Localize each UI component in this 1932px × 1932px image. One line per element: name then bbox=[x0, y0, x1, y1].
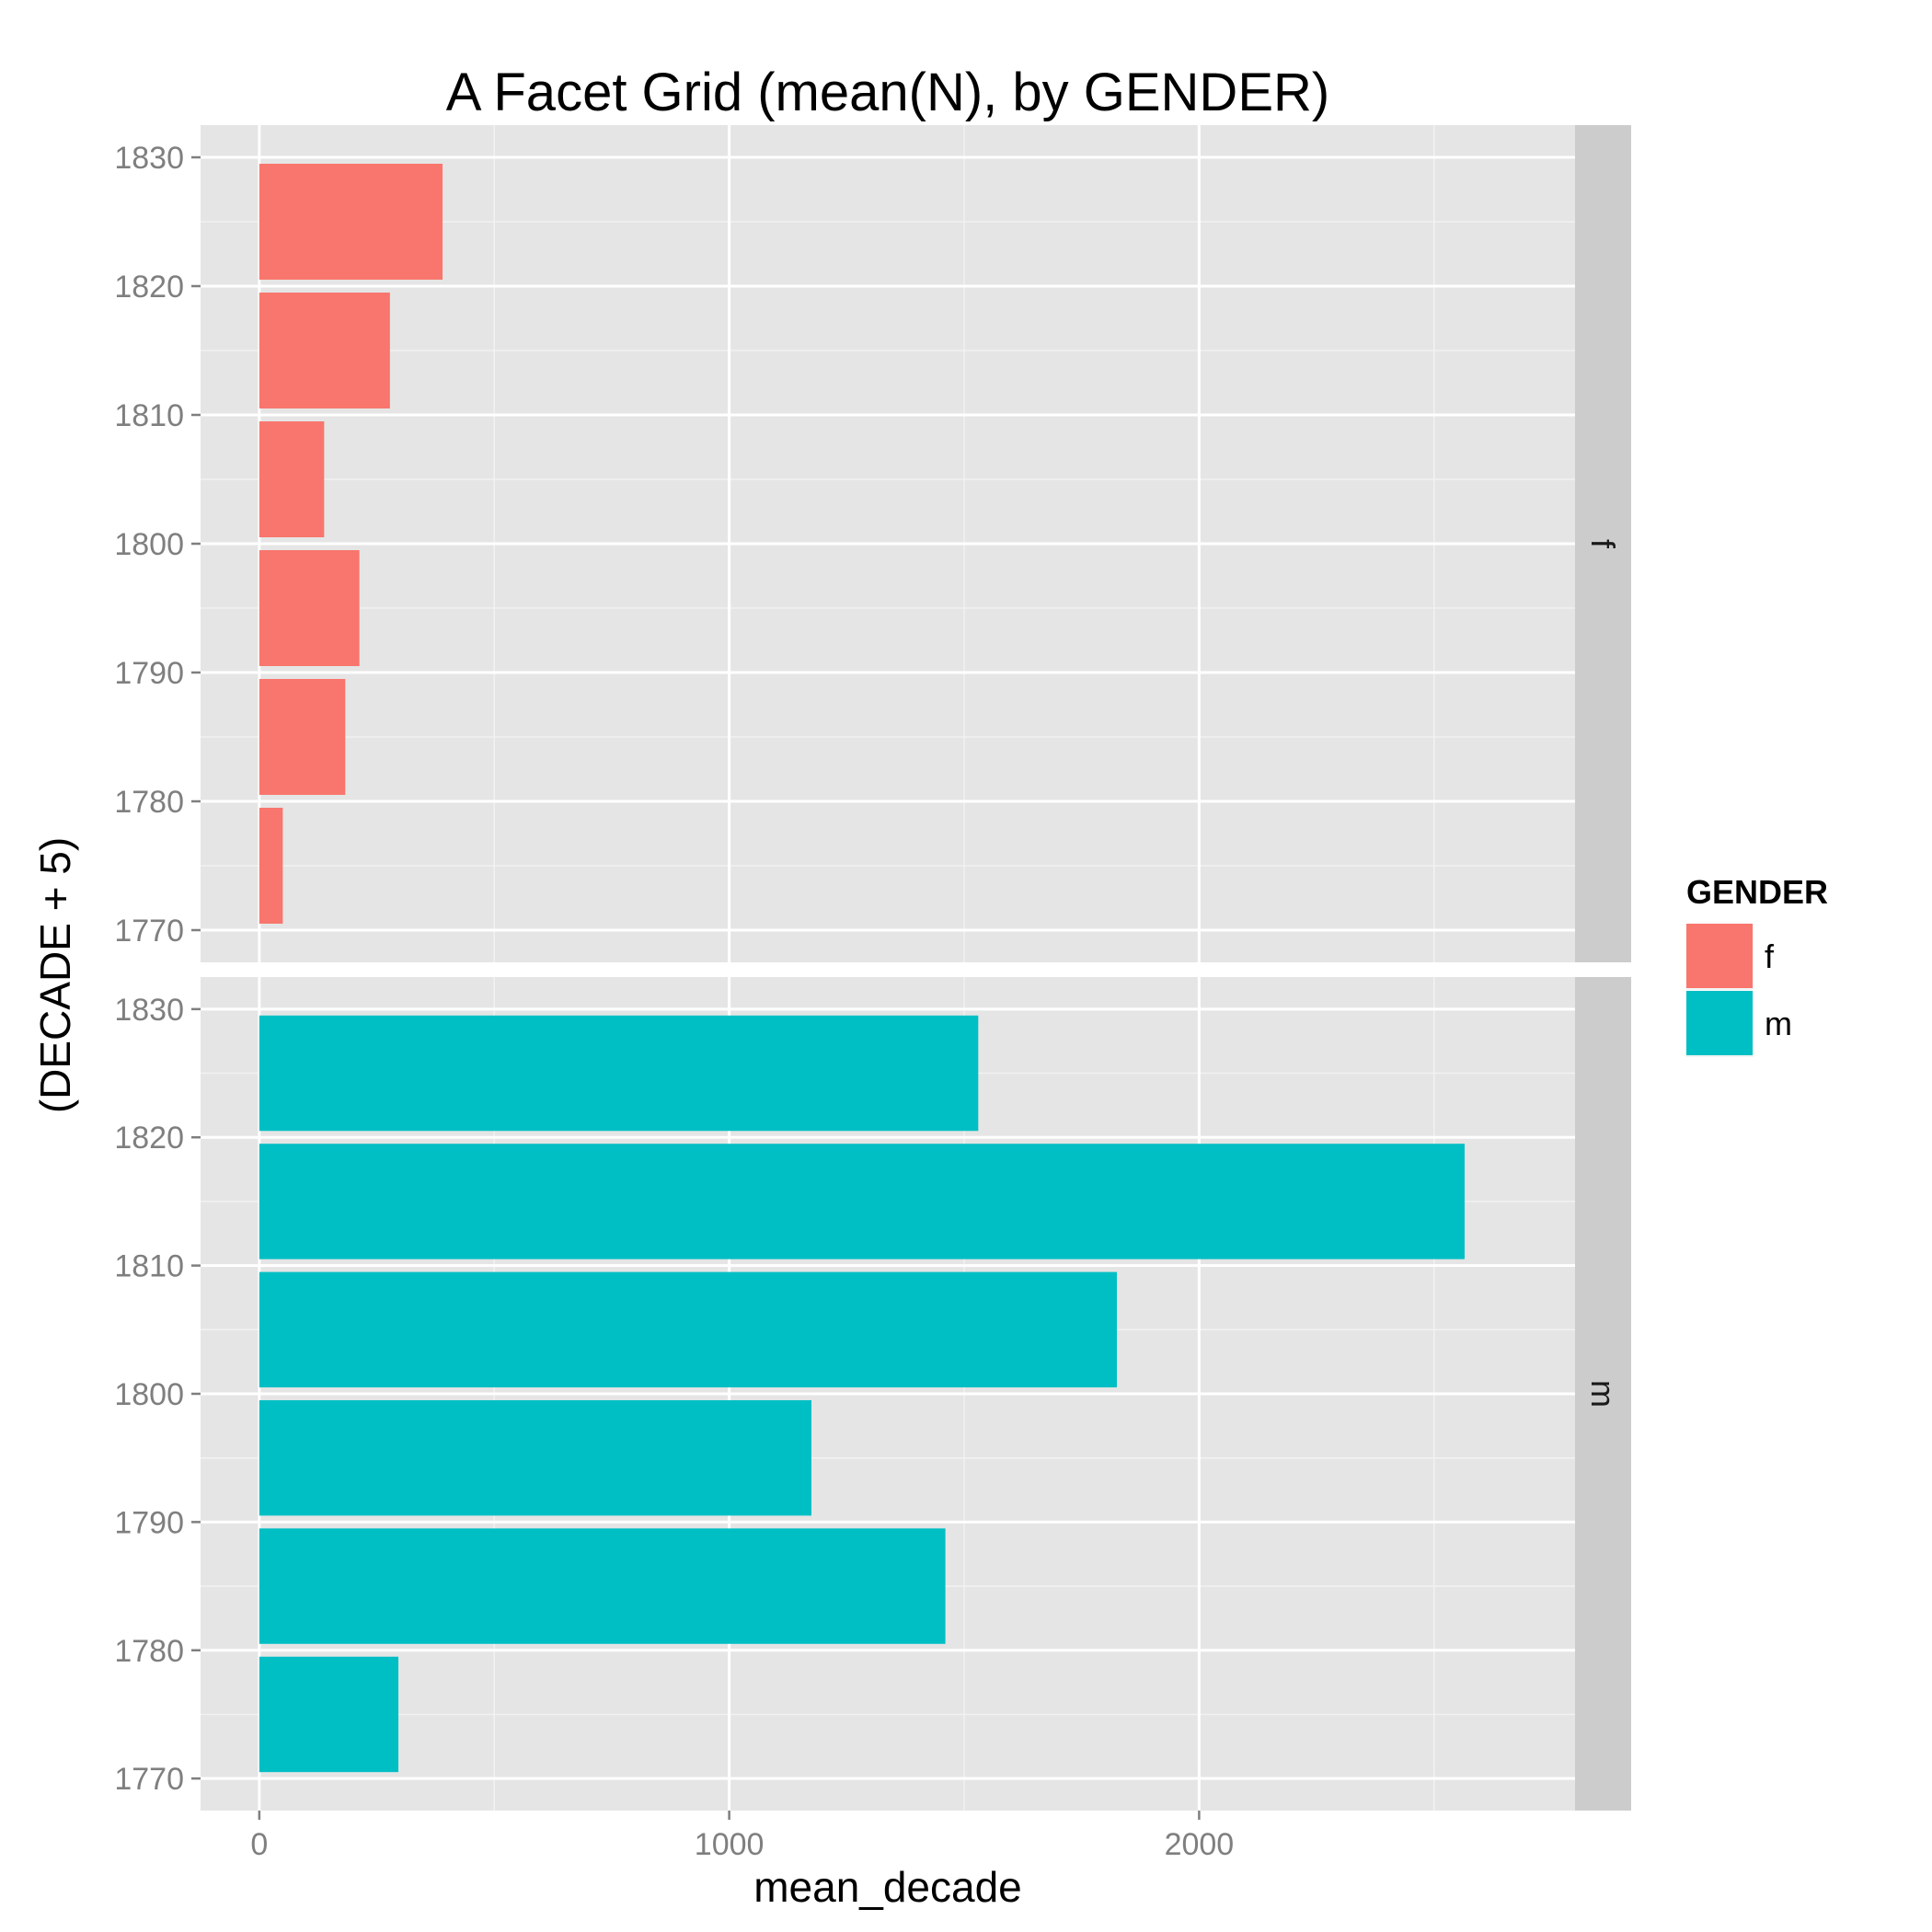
legend-title: GENDER bbox=[1686, 873, 1828, 911]
y-axis-title: (DECADE + 5) bbox=[31, 837, 79, 1113]
y-tick-label: 1790 bbox=[114, 1505, 184, 1540]
bar-f-1805 bbox=[259, 421, 325, 537]
y-tick-label: 1780 bbox=[114, 785, 184, 820]
facet-strip-label: m bbox=[1584, 1380, 1622, 1408]
bar-m-1805 bbox=[259, 1271, 1117, 1388]
y-tick-label: 1820 bbox=[114, 1121, 184, 1156]
panel-m: 1770 1780 1790 1800 1810 1820 1830 m bbox=[114, 977, 1631, 1811]
x-tick-label: 2000 bbox=[1165, 1827, 1235, 1862]
legend-key-f bbox=[1686, 924, 1753, 988]
bar-f-1795 bbox=[259, 550, 360, 666]
legend-label-m: m bbox=[1765, 1005, 1792, 1042]
x-tick-label: 0 bbox=[250, 1827, 268, 1862]
legend: GENDER fm bbox=[1686, 873, 1828, 1057]
y-tick-label: 1820 bbox=[114, 270, 184, 305]
y-tick-label: 1800 bbox=[114, 1377, 184, 1412]
chart-title: A Facet Grid (mean(N), by GENDER) bbox=[446, 63, 1329, 122]
bar-f-1825 bbox=[259, 164, 443, 280]
y-tick-label: 1770 bbox=[114, 1762, 184, 1797]
bar-f-1785 bbox=[259, 679, 346, 795]
y-tick-label: 1780 bbox=[114, 1634, 184, 1669]
facet-strip-label: f bbox=[1584, 539, 1622, 549]
bar-m-1815 bbox=[259, 1144, 1465, 1259]
bar-f-1815 bbox=[259, 293, 390, 408]
y-tick-label: 1790 bbox=[114, 656, 184, 691]
x-tick-label: 1000 bbox=[695, 1827, 765, 1862]
panel-f: 1770 1780 1790 1800 1810 1820 1830 f bbox=[114, 125, 1631, 962]
bar-m-1785 bbox=[259, 1528, 946, 1644]
legend-label-f: f bbox=[1765, 937, 1775, 975]
facet-strip-f bbox=[1575, 125, 1631, 962]
bar-m-1825 bbox=[259, 1015, 979, 1132]
y-tick-label: 1830 bbox=[114, 141, 184, 176]
bar-m-1795 bbox=[259, 1399, 811, 1516]
legend-key-m bbox=[1686, 991, 1753, 1055]
y-tick-label: 1810 bbox=[114, 1249, 184, 1284]
bar-m-1775 bbox=[259, 1656, 399, 1773]
y-tick-label: 1810 bbox=[114, 398, 184, 433]
facet-panels: 1770 1780 1790 1800 1810 1820 1830 f 1770 1780 179… bbox=[114, 125, 1631, 1862]
y-tick-label: 1800 bbox=[114, 527, 184, 562]
x-axis-title: mean_decade bbox=[753, 1863, 1022, 1911]
facet-strip-m bbox=[1575, 977, 1631, 1811]
bar-f-1775 bbox=[259, 808, 283, 924]
y-tick-label: 1830 bbox=[114, 993, 184, 1028]
y-tick-label: 1770 bbox=[114, 914, 184, 949]
